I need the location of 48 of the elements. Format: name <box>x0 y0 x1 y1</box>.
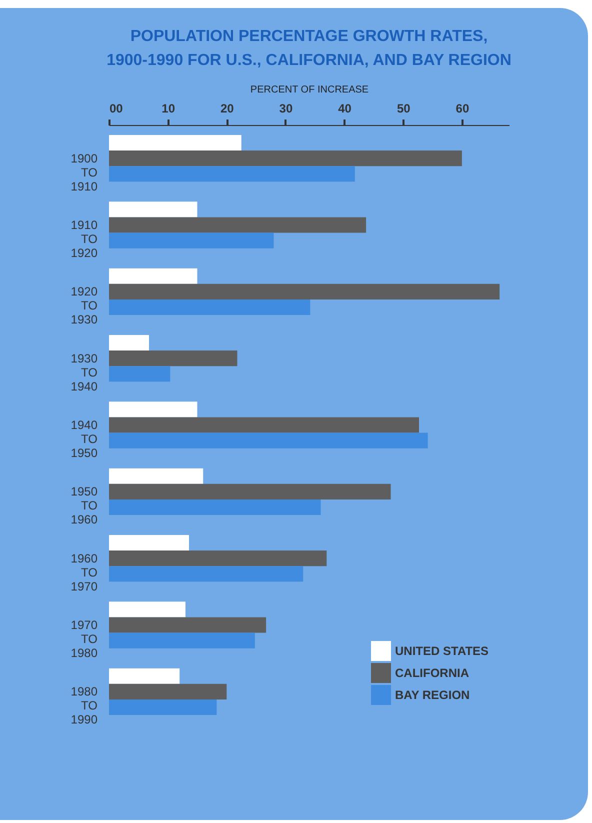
bar <box>109 202 198 218</box>
bar <box>109 432 428 448</box>
bar <box>109 668 180 684</box>
x-tick-label: 60 <box>456 102 470 116</box>
y-tick-label: 1900 TO 1910 <box>70 151 98 194</box>
x-tick-label: 20 <box>220 102 234 116</box>
bar <box>109 417 419 433</box>
bar <box>109 166 355 182</box>
x-tick-label: 50 <box>396 102 411 116</box>
bar <box>109 617 266 633</box>
bar <box>109 268 198 284</box>
y-tick-label: 1960 TO 1970 <box>70 551 98 594</box>
bar <box>109 284 500 300</box>
bar <box>109 150 462 166</box>
bar <box>109 684 227 700</box>
bar <box>109 632 255 648</box>
bar <box>109 135 242 151</box>
bar <box>109 699 217 715</box>
bar <box>109 299 310 315</box>
bar <box>109 217 366 233</box>
y-tick-label: 1930 TO 1940 <box>70 351 98 394</box>
x-axis-title: PERCENT OF INCREASE <box>250 84 369 96</box>
x-tick-label: 00 <box>110 102 124 116</box>
bar <box>109 602 186 618</box>
y-tick-label: 1980 TO 1990 <box>70 684 98 727</box>
x-tick-label: 30 <box>279 102 293 116</box>
y-tick-label: 1950 TO 1960 <box>70 484 98 527</box>
x-tick-label: 40 <box>338 102 352 116</box>
bar <box>109 468 204 484</box>
bar <box>109 484 391 500</box>
y-tick-label: 1920 TO 1930 <box>70 284 98 327</box>
legend-label: CALIFORNIA <box>395 666 470 680</box>
y-tick-label: 1910 TO 1920 <box>70 218 98 260</box>
x-tick-label: 10 <box>162 102 176 116</box>
bar <box>109 232 274 248</box>
bar <box>109 550 327 566</box>
bar <box>109 566 304 582</box>
bar <box>109 402 198 418</box>
legend-label: BAY REGION <box>395 688 470 702</box>
legend-label: UNITED STATES <box>395 644 489 658</box>
bar <box>109 335 149 351</box>
y-tick-label: 1940 TO 1950 <box>70 418 98 460</box>
chart-title: POPULATION PERCENTAGE GROWTH RATES, 1900-1990 FOR U.S., CALIFORNIA, AND BAY REGION <box>106 28 512 69</box>
bar <box>109 535 189 551</box>
bar <box>109 350 238 366</box>
bar <box>109 499 321 515</box>
bar <box>109 366 170 382</box>
y-tick-label: 1970 TO 1980 <box>70 618 98 660</box>
